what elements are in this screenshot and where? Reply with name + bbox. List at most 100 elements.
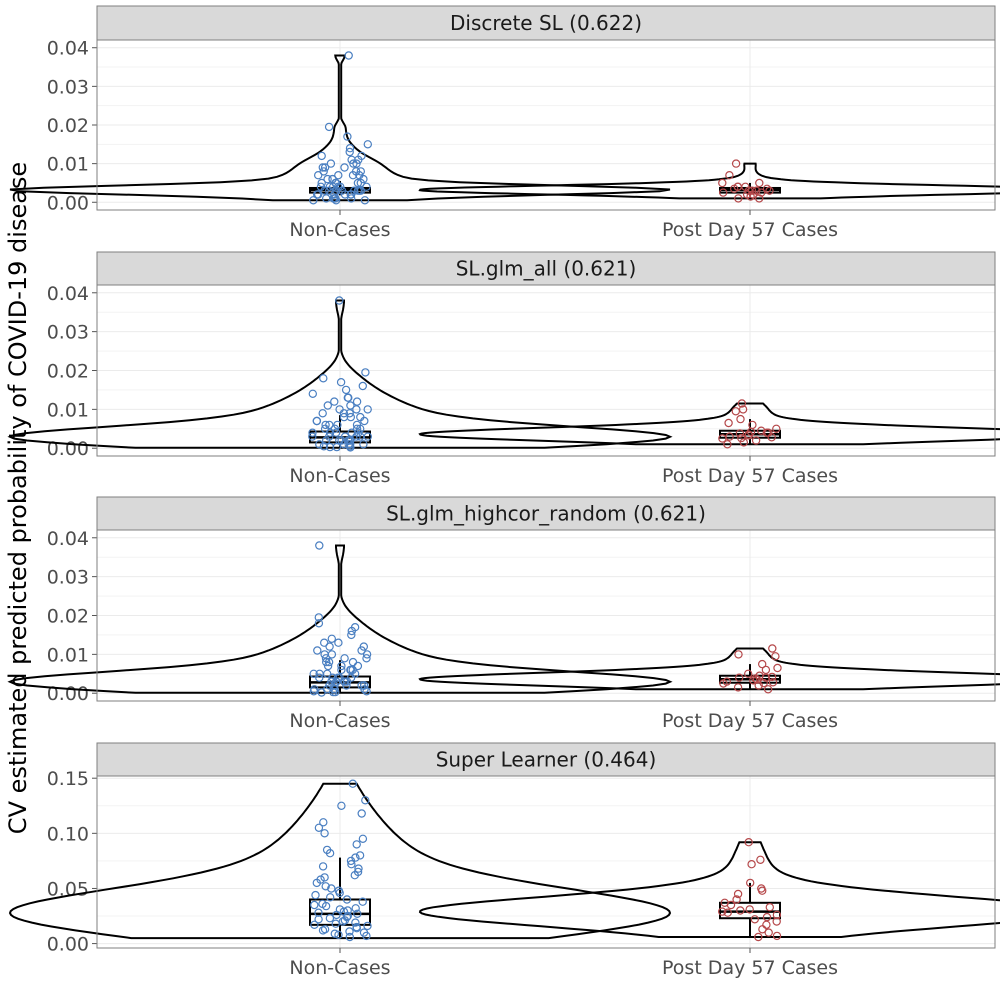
data-point	[340, 677, 350, 686]
data-point	[759, 678, 768, 688]
violin	[418, 841, 1000, 938]
data-point	[317, 151, 326, 161]
data-point	[351, 918, 360, 927]
data-point	[737, 399, 747, 408]
data-point	[319, 818, 328, 827]
data-point	[332, 677, 341, 686]
violin	[7, 544, 673, 694]
data-point	[734, 194, 743, 203]
data-point	[362, 931, 371, 941]
data-point	[730, 184, 739, 193]
data-point	[772, 424, 781, 433]
data-point	[314, 613, 323, 622]
data-point	[310, 920, 319, 930]
data-point	[758, 925, 767, 934]
data-point	[323, 401, 332, 410]
data-point	[360, 196, 370, 205]
group-non-cases	[8, 779, 672, 942]
data-point	[736, 414, 745, 424]
data-point	[340, 190, 350, 199]
data-point	[330, 397, 339, 406]
data-point	[345, 147, 354, 157]
data-point	[354, 428, 363, 437]
y-tick-label: 0.04	[47, 38, 89, 60]
y-tick-label: 0.04	[47, 528, 89, 550]
data-point	[751, 436, 761, 445]
data-point	[352, 840, 361, 849]
data-point	[325, 914, 335, 923]
data-point	[331, 428, 341, 437]
data-point	[746, 192, 755, 201]
data-point	[320, 163, 330, 172]
data-point	[764, 928, 773, 937]
panel-strip	[96, 742, 996, 777]
data-point	[341, 385, 351, 395]
y-tick-label: 0.15	[47, 768, 89, 790]
data-point	[771, 652, 780, 661]
group-non-cases	[9, 51, 671, 205]
data-point	[756, 855, 765, 865]
data-point	[318, 862, 328, 871]
data-point	[321, 882, 330, 891]
data-point	[736, 906, 745, 915]
data-point	[314, 170, 323, 180]
data-point	[327, 634, 336, 644]
violin	[418, 647, 1000, 691]
x-tick-label: Post Day 57 Cases	[662, 710, 838, 732]
group-post-day-57-cases	[418, 399, 1000, 449]
data-point	[767, 433, 776, 442]
data-point	[319, 167, 328, 176]
data-point	[312, 416, 322, 426]
data-point	[308, 432, 317, 441]
data-point	[325, 642, 334, 651]
data-point	[750, 915, 760, 924]
y-axis-label: CV estimated predicted probability of CO…	[4, 162, 32, 834]
data-point	[325, 442, 335, 452]
data-point	[744, 838, 753, 847]
data-point	[309, 196, 318, 205]
data-point	[326, 893, 335, 902]
y-tick-label: 0.00	[47, 683, 89, 705]
data-point	[315, 673, 324, 682]
panel-2: SL.glm_all (0.621) 0.00 0.01 0.02 0.03 0.04 No…	[7, 251, 1000, 487]
data-point	[726, 900, 736, 910]
data-point	[718, 434, 727, 443]
panel-strip	[96, 5, 996, 41]
group-non-cases	[7, 541, 673, 697]
data-point	[352, 159, 361, 168]
data-point	[321, 420, 330, 430]
data-point	[362, 182, 371, 191]
data-point	[334, 930, 343, 940]
data-point	[342, 895, 352, 904]
data-point	[309, 687, 318, 696]
data-point	[719, 188, 728, 197]
data-point	[757, 188, 766, 197]
panel-3: SL.glm_highcor_random (0.621) 0.00 0.01 0.0…	[7, 496, 1000, 732]
data-point	[324, 657, 334, 667]
data-point	[356, 424, 365, 433]
y-tick-label: 0.05	[47, 878, 89, 900]
data-point	[725, 170, 734, 180]
data-point	[320, 638, 329, 647]
data-point	[754, 932, 763, 942]
data-point	[763, 685, 773, 694]
y-tick-label: 0.10	[47, 823, 89, 845]
data-point	[313, 190, 322, 199]
data-point	[317, 688, 326, 697]
group-post-day-57-cases	[418, 159, 1000, 203]
data-point	[344, 393, 353, 402]
data-point	[337, 801, 346, 811]
data-point	[353, 661, 363, 671]
data-point	[733, 889, 743, 899]
data-point	[765, 903, 775, 912]
data-point	[326, 159, 336, 168]
data-point	[735, 673, 744, 682]
data-point	[340, 654, 349, 663]
data-point	[363, 405, 372, 414]
y-tick-label: 0.03	[47, 567, 89, 589]
data-point	[315, 541, 324, 550]
y-tick-label: 0.02	[47, 606, 89, 628]
data-point	[744, 669, 753, 679]
data-point	[767, 672, 777, 682]
data-point	[751, 674, 760, 683]
